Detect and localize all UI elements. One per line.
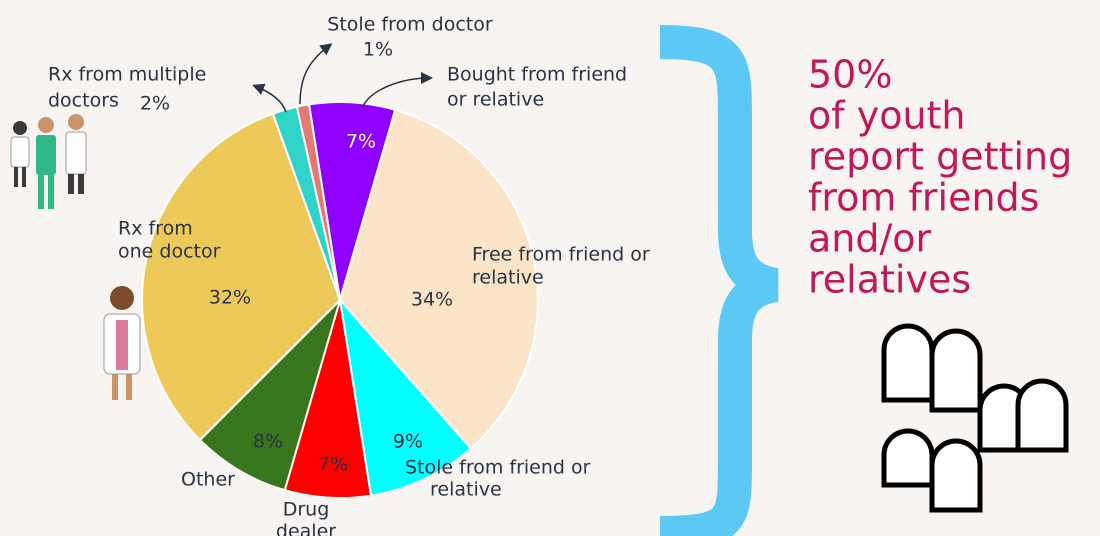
slice-label: or relative	[447, 89, 544, 111]
person	[932, 441, 980, 510]
slice-label: Other	[181, 469, 235, 491]
arrow	[300, 45, 330, 104]
value-label: 2%	[140, 93, 170, 115]
slice-label: doctors	[48, 90, 119, 112]
slice-label: one doctor	[118, 241, 221, 263]
people-icon	[884, 326, 1066, 510]
value-label: 32%	[209, 287, 251, 309]
person	[1018, 381, 1066, 450]
slice-label: Free from friend or	[472, 244, 650, 266]
person	[884, 431, 932, 485]
person	[932, 331, 980, 410]
annotation-line: relatives	[808, 258, 971, 302]
pie	[142, 102, 538, 498]
value-label: 34%	[411, 289, 453, 311]
annotation-line: from friends	[808, 176, 1039, 220]
slice-label: Stole from friend or	[405, 457, 591, 479]
annotation-line: of youth	[808, 94, 966, 138]
slice-label: Rx from	[118, 218, 193, 240]
slice-label: Rx from multiple	[48, 64, 206, 86]
slice-label: Stole from doctor	[327, 14, 493, 36]
brace	[660, 42, 775, 533]
slice-label: Drug	[283, 499, 330, 521]
slice-label: relative	[430, 479, 502, 501]
slice-label: Bought from friend	[447, 64, 627, 86]
annotation-line: 50%	[808, 53, 892, 97]
doctor	[66, 114, 86, 194]
value-label: 8%	[253, 431, 283, 453]
slice-label: dealer	[276, 521, 336, 536]
value-label: 1%	[363, 39, 393, 61]
arrow	[255, 86, 286, 112]
doctor	[36, 117, 56, 209]
value-label: 7%	[346, 131, 376, 153]
value-label: 9%	[393, 431, 423, 453]
infographic: Bought from friend or relative 7% Free from…	[0, 0, 1100, 536]
value-label: 7%	[318, 454, 348, 476]
arrow	[362, 78, 430, 108]
annotation-line: and/or	[808, 217, 932, 261]
person	[884, 326, 932, 400]
slice-label: relative	[472, 267, 544, 289]
doctor	[104, 286, 140, 400]
annotation-line: report getting	[808, 135, 1072, 179]
doctor	[11, 121, 29, 187]
